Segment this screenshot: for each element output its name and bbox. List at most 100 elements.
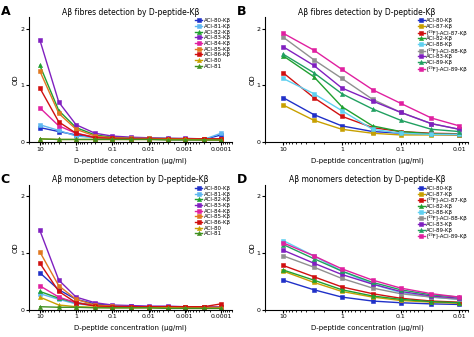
ACI-84-Kβ bbox=[37, 284, 43, 288]
ACI-88-Kβ bbox=[280, 239, 286, 243]
Line: ACI-84-Kβ: ACI-84-Kβ bbox=[38, 106, 223, 142]
Y-axis label: OD: OD bbox=[249, 74, 255, 85]
X-axis label: D-peptide concentration (μg/ml): D-peptide concentration (μg/ml) bbox=[310, 325, 423, 332]
ACI-82-Kβ bbox=[370, 294, 375, 298]
ACI-86-Kβ bbox=[73, 131, 79, 135]
ACI-81 bbox=[182, 138, 188, 142]
[¹⁹F]-ACI-88-Kβ bbox=[370, 286, 375, 290]
ACI-80-Kβ bbox=[128, 136, 134, 140]
ACI-82-Kβ bbox=[398, 297, 403, 301]
ACI-80 bbox=[128, 137, 134, 142]
ACI-80-Kβ bbox=[37, 126, 43, 130]
Line: ACI-82-Kβ: ACI-82-Kβ bbox=[281, 54, 461, 136]
ACI-88-Kβ bbox=[456, 297, 462, 301]
ACI-80 bbox=[201, 306, 207, 310]
ACI-80 bbox=[128, 306, 134, 310]
ACI-85-Kβ bbox=[146, 136, 151, 140]
ACI-84-Kβ bbox=[146, 137, 151, 141]
ACI-80 bbox=[109, 137, 115, 142]
ACI-81-Kβ bbox=[201, 137, 207, 142]
ACI-82-Kβ bbox=[146, 136, 151, 140]
Line: ACI-81-Kβ: ACI-81-Kβ bbox=[38, 292, 223, 310]
ACI-86-Kβ bbox=[182, 137, 188, 141]
Y-axis label: OD: OD bbox=[13, 242, 18, 253]
ACI-80-Kβ bbox=[339, 295, 345, 299]
ACI-82-Kβ bbox=[73, 126, 79, 130]
ACI-82-Kβ bbox=[311, 278, 317, 282]
ACI-81 bbox=[128, 306, 134, 310]
ACI-86-Kβ bbox=[109, 136, 115, 140]
ACI-85-Kβ bbox=[73, 297, 79, 301]
ACI-80 bbox=[182, 306, 188, 310]
ACI-89-Kβ bbox=[370, 107, 375, 111]
Line: ACI-80: ACI-80 bbox=[38, 137, 223, 142]
[¹⁹F]-ACI-88-Kβ bbox=[339, 76, 345, 81]
Line: ACI-81: ACI-81 bbox=[38, 305, 223, 310]
ACI-80 bbox=[182, 137, 188, 142]
Legend: ACI-80-Kβ, ACI-81-Kβ, ACI-82-Kβ, ACI-83-Kβ, ACI-84-Kβ, ACI-85-Kβ, ACI-86-Kβ, ACI: ACI-80-Kβ, ACI-81-Kβ, ACI-82-Kβ, ACI-83-… bbox=[195, 18, 231, 69]
ACI-80 bbox=[164, 306, 170, 310]
ACI-80-Kβ bbox=[201, 137, 207, 142]
ACI-81-Kβ bbox=[37, 123, 43, 127]
ACI-82-Kβ bbox=[164, 305, 170, 309]
[¹⁹F]-ACI-89-Kβ bbox=[339, 67, 345, 71]
Line: ACI-83-Kβ: ACI-83-Kβ bbox=[38, 38, 223, 141]
ACI-88-Kβ bbox=[339, 109, 345, 113]
ACI-83-Kβ bbox=[201, 137, 207, 141]
ACI-88-Kβ bbox=[370, 282, 375, 286]
ACI-87-Kβ bbox=[428, 133, 434, 137]
ACI-82-Kβ bbox=[218, 306, 224, 310]
Line: ACI-82-Kβ: ACI-82-Kβ bbox=[38, 289, 223, 310]
ACI-82-Kβ bbox=[456, 301, 462, 305]
ACI-89-Kβ bbox=[398, 288, 403, 292]
ACI-84-Kβ bbox=[109, 305, 115, 309]
ACI-85-Kβ bbox=[218, 137, 224, 141]
[¹⁹F]-ACI-88-Kβ bbox=[370, 97, 375, 101]
ACI-83-Kβ bbox=[280, 45, 286, 49]
ACI-88-Kβ bbox=[398, 131, 403, 135]
ACI-80-Kβ bbox=[92, 302, 98, 306]
ACI-83-Kβ bbox=[92, 301, 98, 305]
ACI-80-Kβ bbox=[182, 137, 188, 141]
ACI-87-Kβ bbox=[311, 280, 317, 284]
ACI-83-Kβ bbox=[398, 289, 403, 294]
ACI-83-Kβ bbox=[109, 303, 115, 307]
Line: ACI-80-Kβ: ACI-80-Kβ bbox=[281, 278, 461, 307]
ACI-82-Kβ bbox=[201, 306, 207, 310]
[¹⁹F]-ACI-87-Kβ bbox=[398, 296, 403, 300]
Line: [¹⁹F]-ACI-88-Kβ: [¹⁹F]-ACI-88-Kβ bbox=[281, 254, 461, 301]
Line: ACI-84-Kβ: ACI-84-Kβ bbox=[38, 284, 223, 310]
ACI-82-Kβ bbox=[280, 54, 286, 58]
[¹⁹F]-ACI-89-Kβ bbox=[311, 254, 317, 258]
ACI-80 bbox=[201, 138, 207, 142]
Line: [¹⁹F]-ACI-89-Kβ: [¹⁹F]-ACI-89-Kβ bbox=[281, 31, 461, 128]
ACI-81 bbox=[56, 137, 62, 142]
Line: ACI-85-Kβ: ACI-85-Kβ bbox=[38, 69, 223, 141]
ACI-87-Kβ bbox=[398, 299, 403, 303]
ACI-84-Kβ bbox=[37, 106, 43, 110]
ACI-85-Kβ bbox=[164, 305, 170, 309]
ACI-87-Kβ bbox=[339, 127, 345, 131]
ACI-83-Kβ bbox=[280, 248, 286, 252]
ACI-89-Kβ bbox=[398, 118, 403, 122]
ACI-88-Kβ bbox=[428, 295, 434, 299]
ACI-89-Kβ bbox=[311, 71, 317, 75]
[¹⁹F]-ACI-89-Kβ bbox=[428, 292, 434, 296]
ACI-80-Kβ bbox=[146, 305, 151, 309]
ACI-80-Kβ bbox=[146, 137, 151, 141]
ACI-83-Kβ bbox=[73, 123, 79, 127]
ACI-89-Kβ bbox=[456, 295, 462, 299]
ACI-86-Kβ bbox=[92, 136, 98, 140]
ACI-88-Kβ bbox=[280, 76, 286, 81]
ACI-80-Kβ bbox=[428, 302, 434, 306]
ACI-80 bbox=[218, 306, 224, 310]
ACI-83-Kβ bbox=[201, 305, 207, 309]
Line: ACI-87-Kβ: ACI-87-Kβ bbox=[281, 269, 461, 305]
[¹⁹F]-ACI-87-Kβ bbox=[428, 131, 434, 135]
ACI-80-Kβ bbox=[128, 304, 134, 308]
ACI-81 bbox=[146, 137, 151, 142]
ACI-81-Kβ bbox=[109, 305, 115, 309]
ACI-80-Kβ bbox=[218, 133, 224, 137]
[¹⁹F]-ACI-89-Kβ bbox=[311, 48, 317, 52]
ACI-83-Kβ bbox=[311, 261, 317, 265]
